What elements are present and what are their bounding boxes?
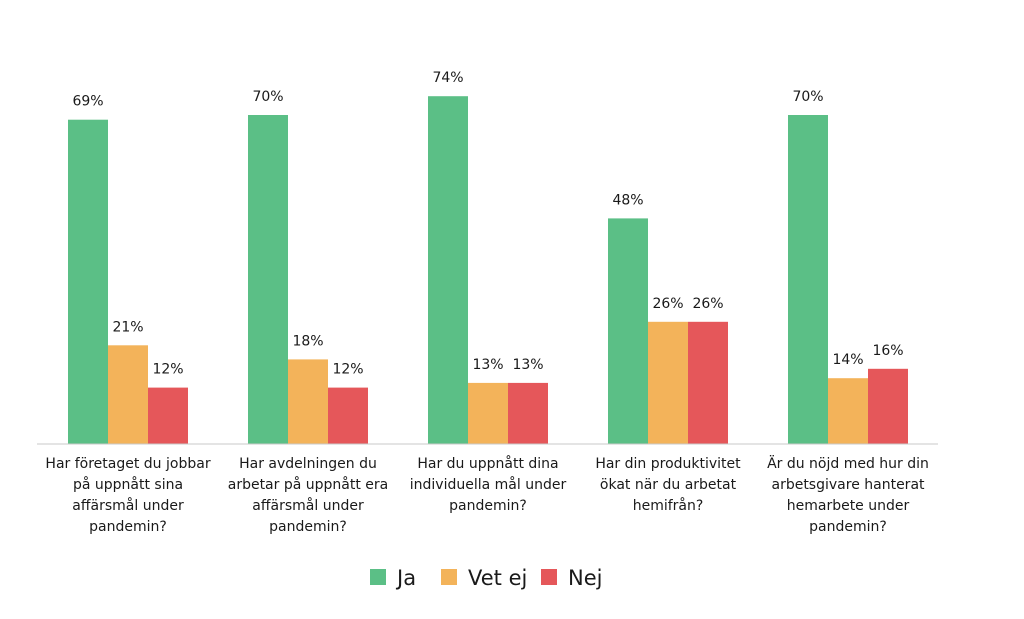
data-label-vet-ej-2: 18% xyxy=(292,333,323,349)
data-label-ja-3: 74% xyxy=(432,70,463,86)
category-label-line: pandemin? xyxy=(89,519,167,535)
legend-swatch-nej xyxy=(541,569,557,585)
category-label-line: hemarbete under xyxy=(787,498,910,514)
data-label-vet-ej-1: 21% xyxy=(112,319,143,335)
category-label-4: Har din produktivitet ökat när du arbetat… xyxy=(595,456,741,514)
category-label-line: hemifrån? xyxy=(633,497,704,514)
category-label-5: Är du nöjd med hur din arbetsgivare hante… xyxy=(767,454,929,535)
bar-vet-ej-1 xyxy=(108,345,148,444)
data-label-nej-5: 16% xyxy=(872,343,903,359)
data-label-nej-3: 13% xyxy=(512,357,543,373)
category-label-line: Är du nöjd med hur din xyxy=(767,454,929,472)
data-label-ja-2: 70% xyxy=(252,89,283,105)
data-label-ja-5: 70% xyxy=(792,89,823,105)
category-label-1: Har företaget du jobbar på uppnått sina af… xyxy=(45,456,210,535)
bar-nej-1 xyxy=(148,387,188,444)
bar-nej-4 xyxy=(688,321,728,444)
category-label-line: pandemin? xyxy=(449,498,527,514)
category-label-3: Har du uppnått dina individuella mål unde… xyxy=(410,455,567,514)
data-label-vet-ej-5: 14% xyxy=(832,352,863,368)
category-label-line: Har du uppnått dina xyxy=(417,455,558,472)
bar-ja-3 xyxy=(428,96,468,444)
data-label-nej-1: 12% xyxy=(152,362,183,378)
bar-vet-ej-4 xyxy=(648,321,688,444)
category-label-line: individuella mål under xyxy=(410,476,567,493)
category-label-line: ökat när du arbetat xyxy=(600,477,737,493)
data-label-vet-ej-3: 13% xyxy=(472,357,503,373)
category-label-2: Har avdelningen du arbetar på uppnått era… xyxy=(228,456,389,535)
bar-ja-5 xyxy=(788,115,828,444)
bar-vet-ej-3 xyxy=(468,382,508,444)
bar-ja-1 xyxy=(68,119,108,444)
data-label-ja-1: 69% xyxy=(72,94,103,110)
legend-label-vet-ej: Vet ej xyxy=(468,566,527,590)
legend-swatch-ja xyxy=(370,569,386,585)
category-label-line: på uppnått sina xyxy=(73,476,183,493)
bar-ja-4 xyxy=(608,218,648,444)
category-label-line: arbetsgivare hanterat xyxy=(771,477,925,493)
legend-label-ja: Ja xyxy=(395,566,416,590)
bar-nej-3 xyxy=(508,382,548,444)
data-label-nej-2: 12% xyxy=(332,362,363,378)
category-label-line: affärsmål under xyxy=(72,497,184,514)
category-label-line: pandemin? xyxy=(809,519,887,535)
category-label-line: Har din produktivitet xyxy=(595,456,741,472)
data-label-vet-ej-4: 26% xyxy=(652,296,683,312)
category-label-line: arbetar på uppnått era xyxy=(228,476,389,493)
bar-nej-2 xyxy=(328,387,368,444)
category-label-line: pandemin? xyxy=(269,519,347,535)
category-label-line: Har avdelningen du xyxy=(239,456,377,472)
bar-vet-ej-2 xyxy=(288,359,328,444)
category-label-line: Har företaget du jobbar xyxy=(45,456,210,472)
category-label-line: affärsmål under xyxy=(252,497,364,514)
data-label-nej-4: 26% xyxy=(692,296,723,312)
bar-nej-5 xyxy=(868,368,908,444)
legend-swatch-vet-ej xyxy=(441,569,457,585)
bar-vet-ej-5 xyxy=(828,378,868,444)
bar-ja-2 xyxy=(248,115,288,444)
data-label-ja-4: 48% xyxy=(612,192,643,208)
legend-label-nej: Nej xyxy=(568,566,602,590)
